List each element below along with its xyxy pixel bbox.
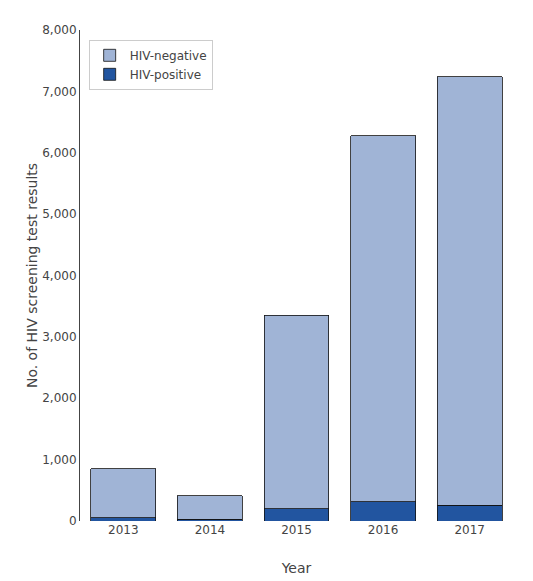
svg-text:0: 0 xyxy=(69,514,77,528)
svg-text:HIV-negative: HIV-negative xyxy=(130,49,207,63)
svg-text:2,000: 2,000 xyxy=(42,391,76,405)
svg-text:5,000: 5,000 xyxy=(42,207,76,221)
svg-text:Year: Year xyxy=(281,560,312,576)
svg-text:1,000: 1,000 xyxy=(42,453,76,467)
svg-text:7,000: 7,000 xyxy=(42,85,76,99)
svg-text:2016: 2016 xyxy=(368,523,399,537)
svg-text:4,000: 4,000 xyxy=(42,269,76,283)
svg-text:8,000: 8,000 xyxy=(42,23,76,37)
svg-text:HIV-positive: HIV-positive xyxy=(130,68,201,82)
svg-text:No. of HIV screening test resu: No. of HIV screening test results xyxy=(24,163,40,388)
svg-text:2015: 2015 xyxy=(281,523,312,537)
svg-text:6,000: 6,000 xyxy=(42,146,76,160)
svg-text:2017: 2017 xyxy=(454,523,485,537)
svg-text:2014: 2014 xyxy=(195,523,226,537)
svg-text:2013: 2013 xyxy=(108,523,139,537)
svg-text:3,000: 3,000 xyxy=(42,330,76,344)
